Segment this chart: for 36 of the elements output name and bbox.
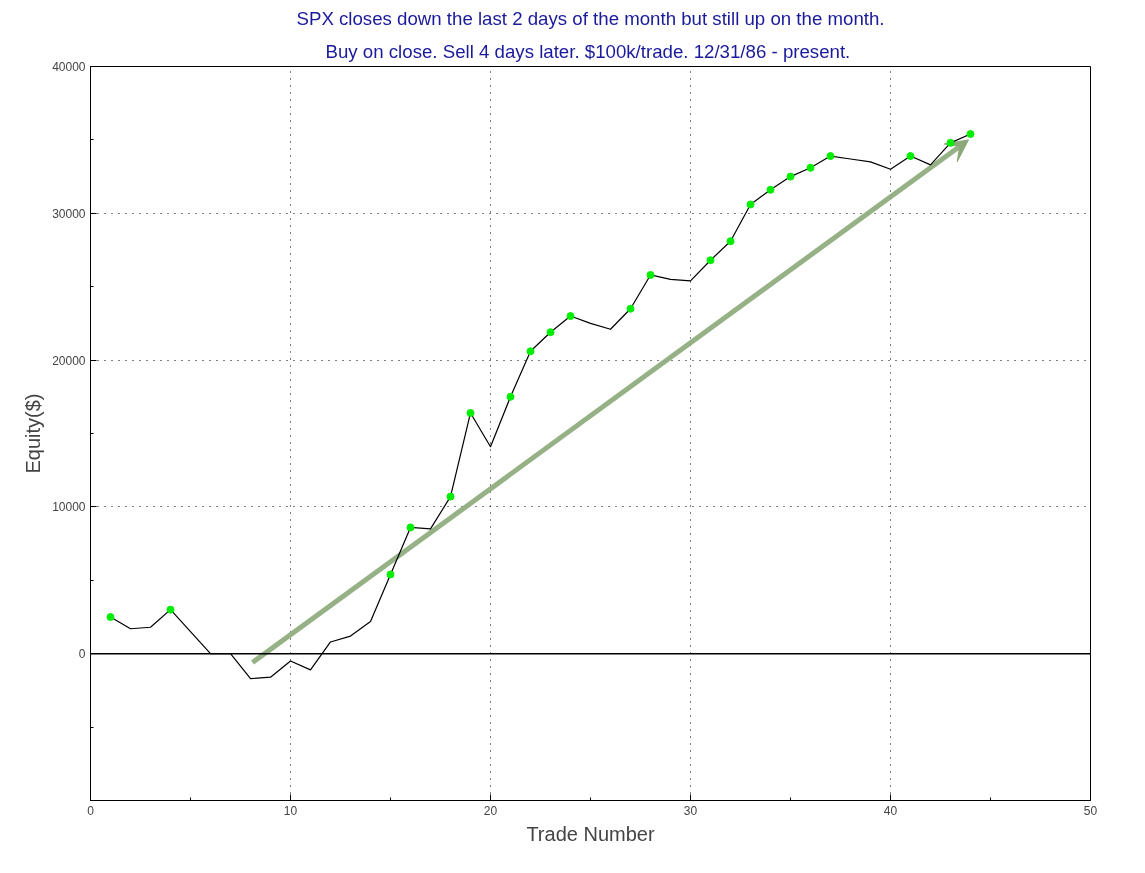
point xyxy=(806,163,815,172)
point xyxy=(446,492,455,501)
point xyxy=(166,605,175,614)
point xyxy=(566,312,575,321)
point xyxy=(766,185,775,194)
x-tick-label: 30 xyxy=(683,803,698,818)
point xyxy=(906,152,915,161)
point xyxy=(946,138,955,147)
point xyxy=(746,200,755,209)
point xyxy=(506,392,515,401)
point xyxy=(706,256,715,265)
x-axis-title: Trade Number xyxy=(526,822,655,845)
x-tick-label: 40 xyxy=(883,803,898,818)
chart-title: SPX closes down the last 2 days of the month but still up on the month. xyxy=(296,7,885,29)
point xyxy=(386,570,395,579)
x-tick-label: 50 xyxy=(1083,803,1098,818)
point xyxy=(726,237,735,246)
point xyxy=(546,328,555,337)
y-axis-title: Equity($) xyxy=(22,393,45,474)
point xyxy=(406,523,415,532)
point xyxy=(626,304,635,313)
y-tick-label: 30000 xyxy=(52,206,86,221)
point xyxy=(106,613,115,621)
y-tick-label: 20000 xyxy=(52,353,86,368)
x-tick-label: 10 xyxy=(283,803,298,818)
point xyxy=(646,270,655,279)
x-tick-label: 20 xyxy=(483,803,498,818)
point xyxy=(826,152,835,161)
point xyxy=(466,408,475,417)
chart-subtitle: Buy on close. Sell 4 days later. $100k/trade. 12/31/86 - present. xyxy=(325,40,851,62)
y-tick-label: 0 xyxy=(78,647,86,662)
point xyxy=(966,130,975,139)
y-tick-label: 40000 xyxy=(52,60,86,74)
point xyxy=(526,347,535,356)
point xyxy=(786,172,795,181)
y-tick-label: 10000 xyxy=(52,500,86,515)
